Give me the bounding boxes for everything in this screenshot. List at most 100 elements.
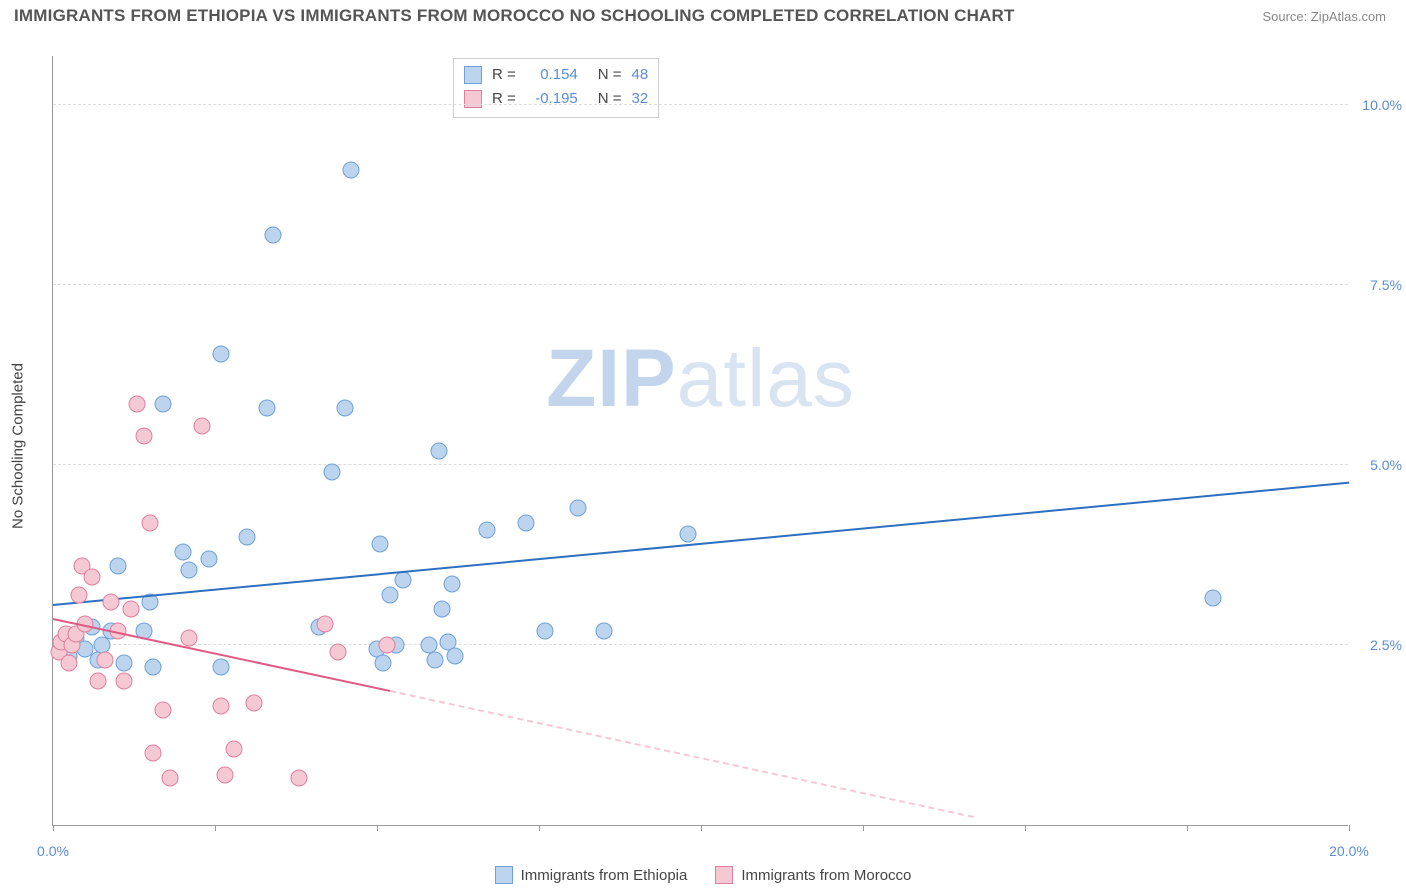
y-tick-label: 5.0% bbox=[1354, 457, 1402, 473]
n-value-morocco: 32 bbox=[632, 87, 649, 111]
x-tick bbox=[1187, 825, 1188, 831]
data-point bbox=[343, 162, 360, 179]
x-tick-label: 20.0% bbox=[1329, 843, 1369, 859]
x-tick bbox=[539, 825, 540, 831]
gridline bbox=[53, 284, 1348, 285]
y-tick-label: 2.5% bbox=[1354, 637, 1402, 653]
x-tick bbox=[53, 825, 54, 831]
data-point bbox=[479, 521, 496, 538]
x-tick bbox=[377, 825, 378, 831]
r-value-morocco: -0.195 bbox=[522, 87, 578, 111]
data-point bbox=[103, 593, 120, 610]
n-value-ethiopia: 48 bbox=[632, 63, 649, 87]
data-point bbox=[70, 586, 87, 603]
data-point bbox=[213, 345, 230, 362]
data-point bbox=[378, 637, 395, 654]
data-point bbox=[336, 399, 353, 416]
data-point bbox=[109, 557, 126, 574]
r-value-ethiopia: 0.154 bbox=[522, 63, 578, 87]
data-point bbox=[291, 770, 308, 787]
r-label: R = bbox=[492, 87, 516, 111]
swatch-ethiopia bbox=[464, 66, 482, 84]
data-point bbox=[181, 561, 198, 578]
scatter-chart: ZIPatlas R = 0.154 N = 48 R = -0.195 N =… bbox=[52, 56, 1348, 826]
data-point bbox=[537, 622, 554, 639]
data-point bbox=[323, 464, 340, 481]
data-point bbox=[161, 770, 178, 787]
x-tick bbox=[863, 825, 864, 831]
r-label: R = bbox=[492, 63, 516, 87]
y-axis-label: No Schooling Completed bbox=[10, 363, 27, 529]
data-point bbox=[430, 442, 447, 459]
data-point bbox=[680, 525, 697, 542]
data-point bbox=[200, 550, 217, 567]
gridline bbox=[53, 644, 1348, 645]
data-point bbox=[145, 745, 162, 762]
data-point bbox=[194, 417, 211, 434]
data-point bbox=[375, 655, 392, 672]
x-tick-label: 0.0% bbox=[37, 843, 69, 859]
data-point bbox=[145, 658, 162, 675]
data-point bbox=[317, 615, 334, 632]
header: IMMIGRANTS FROM ETHIOPIA VS IMMIGRANTS F… bbox=[0, 0, 1406, 32]
data-point bbox=[381, 586, 398, 603]
legend-row-ethiopia: R = 0.154 N = 48 bbox=[464, 63, 648, 87]
data-point bbox=[427, 651, 444, 668]
data-point bbox=[330, 644, 347, 661]
x-tick bbox=[1025, 825, 1026, 831]
data-point bbox=[181, 629, 198, 646]
y-tick-label: 7.5% bbox=[1354, 277, 1402, 293]
data-point bbox=[213, 658, 230, 675]
x-tick bbox=[701, 825, 702, 831]
n-label: N = bbox=[598, 87, 622, 111]
data-point bbox=[446, 647, 463, 664]
legend-label: Immigrants from Ethiopia bbox=[521, 867, 688, 884]
data-point bbox=[394, 572, 411, 589]
swatch-morocco bbox=[715, 866, 733, 884]
data-point bbox=[518, 514, 535, 531]
data-point bbox=[372, 536, 389, 553]
legend-item-morocco: Immigrants from Morocco bbox=[715, 866, 911, 884]
swatch-ethiopia bbox=[495, 866, 513, 884]
data-point bbox=[83, 568, 100, 585]
x-tick bbox=[1349, 825, 1350, 831]
data-point bbox=[258, 399, 275, 416]
data-point bbox=[116, 673, 133, 690]
series-legend: Immigrants from Ethiopia Immigrants from… bbox=[0, 866, 1406, 884]
data-point bbox=[61, 655, 78, 672]
gridline bbox=[53, 104, 1348, 105]
data-point bbox=[433, 601, 450, 618]
legend-item-ethiopia: Immigrants from Ethiopia bbox=[495, 866, 688, 884]
legend-label: Immigrants from Morocco bbox=[741, 867, 911, 884]
y-tick-label: 10.0% bbox=[1354, 97, 1402, 113]
data-point bbox=[96, 651, 113, 668]
data-point bbox=[1204, 590, 1221, 607]
data-point bbox=[595, 622, 612, 639]
data-point bbox=[142, 514, 159, 531]
data-point bbox=[122, 601, 139, 618]
data-point bbox=[129, 396, 146, 413]
data-point bbox=[155, 701, 172, 718]
gridline bbox=[53, 464, 1348, 465]
data-point bbox=[443, 575, 460, 592]
data-point bbox=[265, 226, 282, 243]
x-tick bbox=[215, 825, 216, 831]
correlation-legend: R = 0.154 N = 48 R = -0.195 N = 32 bbox=[453, 58, 659, 118]
data-point bbox=[135, 428, 152, 445]
regression-line-dashed bbox=[390, 690, 974, 818]
data-point bbox=[155, 396, 172, 413]
data-point bbox=[226, 741, 243, 758]
data-point bbox=[90, 673, 107, 690]
n-label: N = bbox=[598, 63, 622, 87]
data-point bbox=[569, 500, 586, 517]
data-point bbox=[116, 655, 133, 672]
data-point bbox=[239, 529, 256, 546]
source-attribution: Source: ZipAtlas.com bbox=[1262, 9, 1386, 24]
data-point bbox=[174, 543, 191, 560]
chart-title: IMMIGRANTS FROM ETHIOPIA VS IMMIGRANTS F… bbox=[14, 6, 1015, 26]
data-point bbox=[213, 698, 230, 715]
data-point bbox=[216, 766, 233, 783]
data-point bbox=[245, 694, 262, 711]
legend-row-morocco: R = -0.195 N = 32 bbox=[464, 87, 648, 111]
watermark: ZIPatlas bbox=[546, 332, 855, 426]
